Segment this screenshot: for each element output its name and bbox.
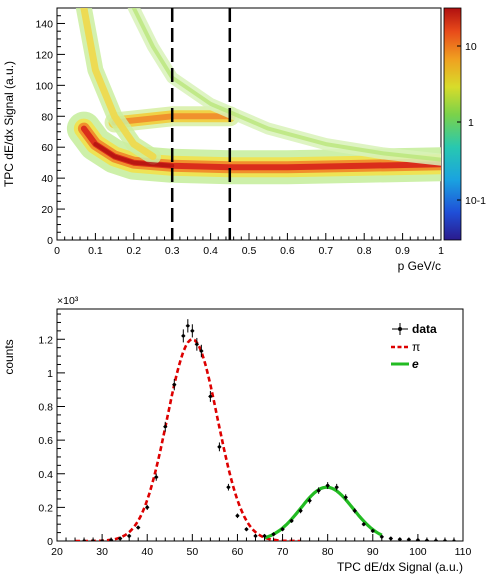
top-xlabel: p GeV/c [398, 259, 441, 273]
data-point [244, 527, 249, 532]
top-xtick-label: 0.6 [280, 245, 295, 257]
top-xtick-label: 0.8 [357, 245, 372, 257]
legend-item-electron: e [391, 357, 419, 371]
heat-band-kaon [80, 8, 157, 160]
top-ytick-label: 100 [35, 80, 53, 92]
bottom-ytick-label: 0 [47, 536, 53, 548]
bottom-xlabel: TPC dE/dx Signal (a.u.) [337, 560, 463, 574]
data-point [199, 344, 204, 358]
top-xtick-label: 0.9 [395, 245, 410, 257]
data-point [154, 473, 159, 481]
data-point [208, 390, 213, 402]
data-point [298, 508, 303, 514]
data-point [194, 337, 199, 351]
top-xtick-label: 0.7 [318, 245, 333, 257]
bottom-chart: 20 30 40 50 60 70 80 90 100 110 0 0.2 0.4 0.6 0.8 1 1.2… [2, 295, 472, 574]
top-heatmap [66, 8, 441, 185]
data-point [262, 533, 267, 538]
top-chart: 0 0.1 0.2 0.3 0.4 0.5 0.6 0.7 0.8 0.9 1 0 20 40 60 80 1… [2, 7, 486, 273]
colorbar-tick-label: 1 [468, 117, 474, 129]
data-point [253, 533, 258, 538]
colorbar-tick-label: 10 [465, 41, 477, 53]
bottom-xtick-label: 60 [232, 546, 244, 558]
top-xaxis: 0 0.1 0.2 0.3 0.4 0.5 0.6 0.7 0.8 0.9 1 [54, 233, 444, 257]
data-point [334, 483, 339, 491]
data-point [271, 532, 276, 537]
bottom-ytick-label: 0.4 [38, 469, 53, 481]
top-ytick-label: 60 [41, 142, 53, 154]
top-xtick-label: 1 [438, 245, 444, 257]
top-ytick-label: 40 [41, 173, 53, 185]
data-point [361, 522, 366, 527]
data-point [370, 528, 375, 533]
bottom-xtick-label: 80 [322, 546, 334, 558]
top-vlines [170, 8, 232, 240]
top-ytick-label: 20 [41, 204, 53, 216]
bottom-xaxis: 20 30 40 50 60 70 80 90 100 110 [51, 534, 472, 558]
legend: data π e [391, 322, 437, 371]
bottom-xtick-label: 20 [51, 546, 63, 558]
top-ytick-label: 80 [41, 111, 53, 123]
legend-label-data: data [412, 322, 437, 336]
heat-band-pion-core [93, 142, 175, 168]
data-point [181, 329, 186, 343]
legend-item-data: data [392, 322, 437, 336]
data-point [217, 442, 222, 452]
bottom-ylabel: counts [2, 339, 16, 374]
bottom-xtick-label: 70 [277, 546, 289, 558]
bottom-xtick-label: 100 [409, 546, 427, 558]
data-point [163, 421, 168, 432]
data-point [325, 482, 330, 489]
bottom-ytick-label: 0.8 [38, 402, 53, 414]
data-point [185, 319, 190, 333]
data-point [316, 487, 321, 494]
colorbar-ticks: 10 1 10-1 [457, 41, 486, 207]
top-yaxis: 0 20 40 60 80 100 120 140 [35, 7, 65, 247]
bottom-ytick-label: 0.6 [38, 435, 53, 447]
top-xtick-label: 0.3 [165, 245, 180, 257]
bottom-exponent: ×10³ [57, 295, 79, 307]
data-point [136, 525, 141, 530]
data-point [172, 378, 177, 391]
data-point [190, 324, 195, 338]
bottom-ytick-label: 1 [47, 368, 53, 380]
top-ylabel: TPC dE/dx Signal (a.u.) [2, 61, 16, 187]
heat-band-proton [131, 8, 441, 162]
top-ytick-label: 0 [47, 235, 53, 247]
top-xtick-label: 0 [54, 245, 60, 257]
bottom-plot-frame [56, 308, 464, 542]
data-point [343, 494, 348, 501]
data-point [226, 483, 231, 491]
bottom-xtick-label: 30 [96, 546, 108, 558]
bottom-yaxis: 0 0.2 0.4 0.6 0.8 1 1.2 [38, 313, 65, 548]
top-xtick-label: 0.5 [242, 245, 257, 257]
data-point [289, 518, 294, 523]
data-point [307, 497, 312, 504]
bottom-ytick-label: 0.2 [38, 502, 53, 514]
legend-label-electron: e [412, 357, 419, 371]
top-xtick-label: 0.2 [126, 245, 141, 257]
data-point [235, 513, 240, 519]
colorbar [443, 7, 462, 241]
bottom-ytick-label: 1.2 [38, 334, 53, 346]
top-ytick-label: 120 [35, 49, 53, 61]
pion-fit-curve [75, 337, 301, 541]
legend-label-pion: π [412, 340, 420, 354]
bottom-xtick-label: 40 [141, 546, 153, 558]
electron-fit-curve [264, 485, 383, 540]
bottom-xtick-label: 110 [455, 546, 472, 558]
data-point [352, 508, 357, 514]
bottom-xtick-label: 50 [186, 546, 198, 558]
data-point [145, 504, 150, 511]
top-xtick-label: 0.1 [88, 245, 103, 257]
bottom-xtick-label: 90 [367, 546, 379, 558]
top-xtick-label: 0.4 [203, 245, 218, 257]
colorbar-tick-label: 10-1 [465, 195, 486, 207]
top-ytick-label: 140 [35, 18, 53, 30]
legend-item-pion: π [391, 340, 420, 354]
data-point [280, 527, 285, 532]
data-point [127, 533, 132, 538]
